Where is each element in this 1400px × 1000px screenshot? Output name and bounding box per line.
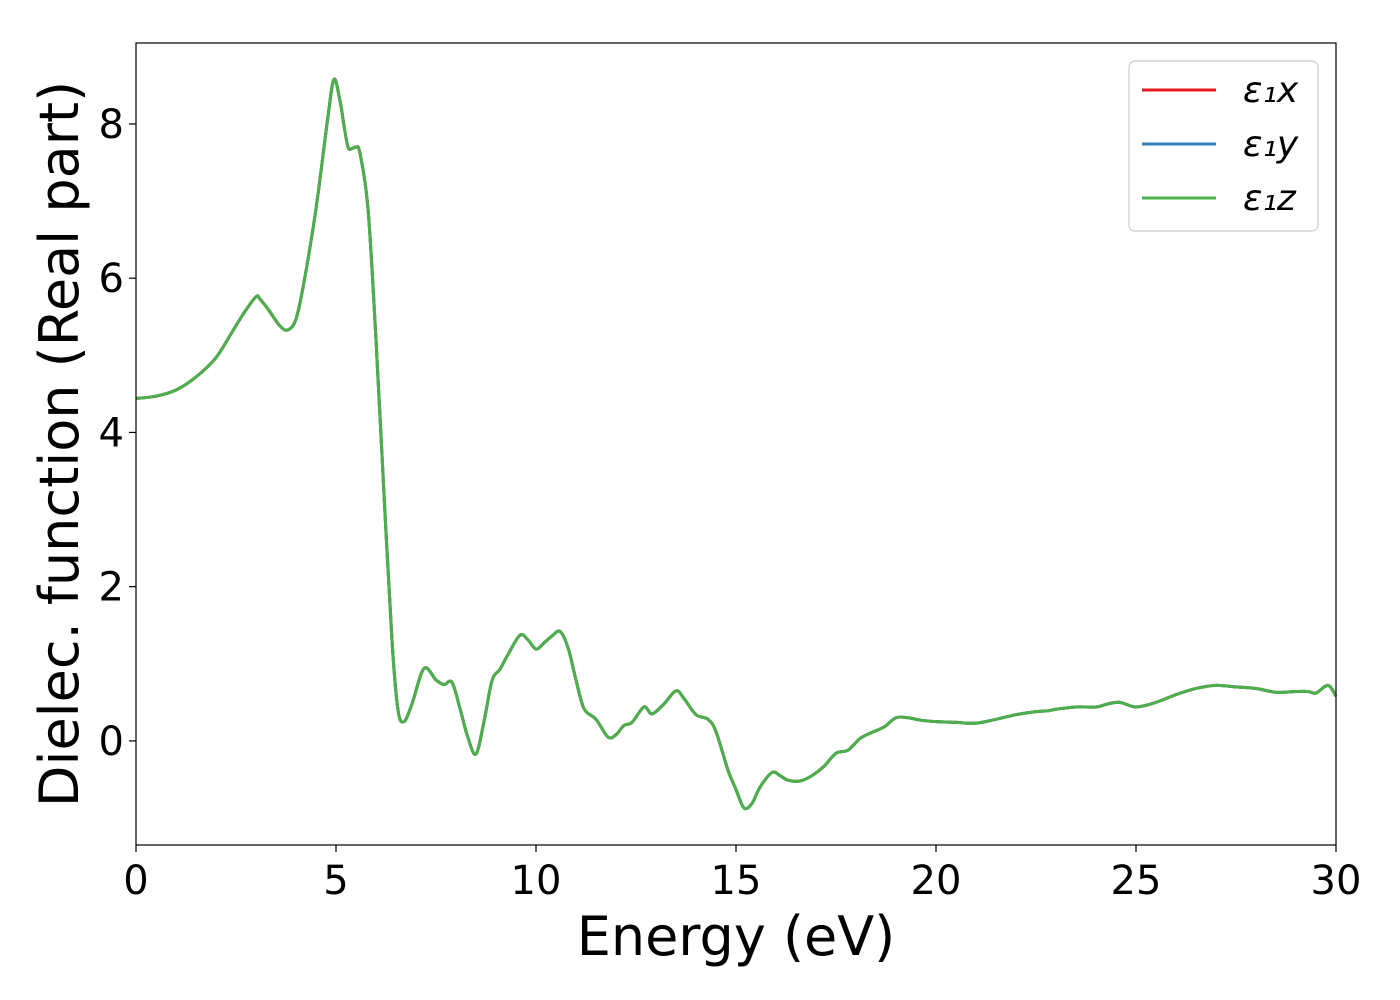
- y-axis-title: Dielec. function (Real part): [28, 81, 91, 807]
- x-axis-ticks: 0 5 10 15 20 25 30: [123, 845, 1361, 904]
- y-axis-ticks: 0 2 4 6 8: [99, 102, 136, 765]
- x-tick-label: 0: [123, 858, 148, 904]
- y-tick-label: 4: [99, 410, 124, 456]
- x-tick-label: 30: [1311, 858, 1362, 904]
- x-tick-label: 10: [511, 858, 562, 904]
- series-layer: [135, 77, 1338, 811]
- legend-label-3: ε₁z: [1243, 178, 1297, 219]
- x-tick-label: 5: [323, 858, 348, 904]
- legend: ε₁x ε₁y ε₁z: [1128, 60, 1319, 232]
- legend-label-1: ε₁x: [1243, 70, 1299, 111]
- legend-label-2: ε₁y: [1243, 124, 1299, 165]
- y-tick-label: 2: [99, 565, 124, 611]
- x-tick-label: 25: [1111, 858, 1162, 904]
- y-tick-label: 8: [99, 102, 124, 148]
- y-tick-label: 0: [99, 719, 124, 765]
- x-tick-label: 20: [911, 858, 962, 904]
- y-tick-label: 6: [99, 256, 124, 302]
- x-tick-label: 15: [711, 858, 762, 904]
- x-axis-title: Energy (eV): [577, 905, 896, 968]
- series-line-3: [135, 77, 1338, 811]
- legend-frame: [1128, 60, 1319, 232]
